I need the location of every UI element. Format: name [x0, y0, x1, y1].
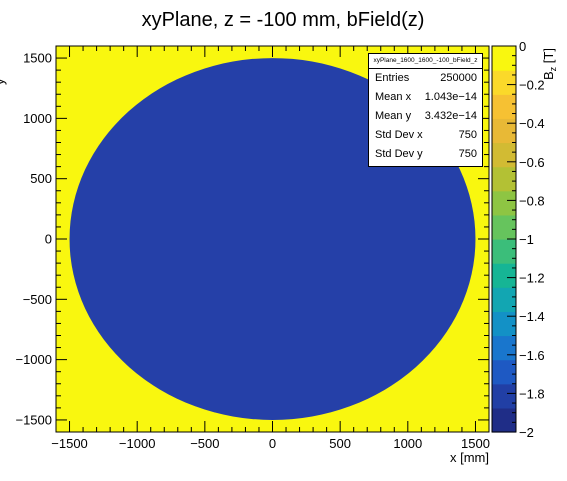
color-scale-band — [492, 94, 516, 119]
stats-value: 750 — [458, 148, 477, 160]
stats-value: 3.432e−14 — [424, 110, 477, 122]
x-tick-label: 500 — [329, 436, 351, 451]
x-tick-label: 1000 — [393, 436, 422, 451]
stats-label: Std Dev y — [375, 148, 423, 160]
x-axis-title: x [mm] — [450, 450, 489, 465]
y-tick-label: 1500 — [23, 51, 52, 66]
z-tick-label: −1 — [519, 232, 534, 247]
z-tick-label: 0 — [519, 39, 526, 54]
stats-row: Std Dev x 750 — [369, 126, 482, 145]
stats-rows: Entries 250000 Mean x 1.043e−14 Mean y 3.432e… — [369, 69, 482, 164]
stats-label: Mean x — [375, 91, 412, 103]
stats-value: 750 — [458, 129, 477, 141]
z-tick-label: −0.8 — [519, 193, 545, 208]
stats-row: Mean x 1.043e−14 — [369, 88, 482, 107]
z-tick-label: −0.2 — [519, 78, 545, 93]
color-scale-band — [492, 190, 516, 216]
stats-label: Entries — [375, 72, 410, 84]
stats-row: Std Dev y 750 — [369, 145, 482, 164]
stats-box-name: xyPlane_1600_1600_-100_bField_z — [369, 54, 482, 69]
color-scale — [491, 45, 517, 433]
y-tick-label: −500 — [23, 292, 52, 307]
z-tick-label: −1.6 — [519, 348, 545, 363]
color-scale-band — [492, 214, 516, 240]
z-tick-label: −2 — [519, 425, 534, 440]
y-tick-label: −1000 — [15, 352, 52, 367]
color-scale-band — [492, 359, 516, 385]
color-scale-band — [492, 70, 516, 95]
stats-value: 250000 — [440, 72, 477, 84]
stats-row: Mean y 3.432e−14 — [369, 107, 482, 126]
color-scale-band — [492, 311, 516, 337]
color-scale-band — [492, 383, 516, 409]
color-scale-band — [492, 166, 516, 192]
z-axis-title: Bz [T] — [541, 48, 558, 80]
y-axis-title: y — [0, 78, 7, 85]
x-tick-label: 1500 — [461, 436, 490, 451]
x-tick-label: −500 — [190, 436, 219, 451]
y-tick-label: 1000 — [23, 111, 52, 126]
color-scale-band — [492, 46, 516, 71]
color-scale-band — [492, 407, 516, 433]
y-tick-label: −1500 — [15, 412, 52, 427]
z-tick-label: −1.2 — [519, 271, 545, 286]
x-tick-label: −1500 — [51, 436, 88, 451]
chart-title: xyPlane, z = -100 mm, bField(z) — [142, 9, 425, 31]
x-axis: −1500 −1000 −500 0 500 1000 1500 — [51, 46, 490, 451]
z-tick-label: −0.6 — [519, 155, 545, 170]
stats-box: xyPlane_1600_1600_-100_bField_z Entries 2… — [368, 53, 483, 167]
x-tick-label: 0 — [269, 436, 276, 451]
z-tick-label: −1.8 — [519, 386, 545, 401]
color-scale-band — [492, 118, 516, 144]
stats-label: Std Dev x — [375, 129, 423, 141]
color-scale-band — [492, 263, 516, 288]
color-scale-band — [492, 335, 516, 361]
stats-label: Mean y — [375, 110, 412, 122]
color-scale-band — [492, 287, 516, 312]
z-axis: 0 −0.2 −0.4 −0.6 −0.8 −1 −1.2 −1.4 −1.6 −1.8 −2 — [507, 39, 545, 440]
z-tick-label: −0.4 — [519, 116, 545, 131]
color-scale-band — [492, 142, 516, 168]
y-tick-label: 500 — [30, 171, 52, 186]
x-tick-label: −1000 — [119, 436, 156, 451]
stats-row: Entries 250000 — [369, 69, 482, 88]
y-tick-label: 0 — [45, 232, 52, 247]
z-tick-label: −1.4 — [519, 309, 545, 324]
color-scale-band — [492, 239, 516, 264]
stats-value: 1.043e−14 — [424, 91, 477, 103]
y-axis: −1500 −1000 −500 0 500 1000 1500 — [15, 45, 489, 433]
